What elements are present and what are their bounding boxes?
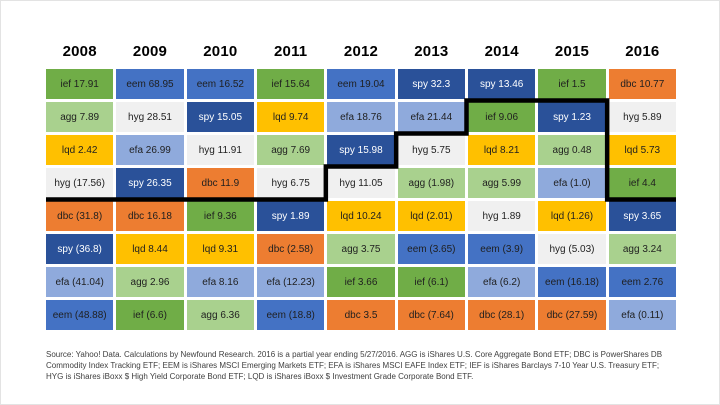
return-cell-2014-hyg: hyg 1.89 (468, 201, 536, 231)
return-cell-2010-spy: spy 15.05 (186, 102, 254, 132)
return-cell-2008-efa: efa (41.04) (46, 267, 114, 297)
return-cell-2016-dbc: dbc 10.77 (608, 69, 676, 99)
return-cell-2009-hyg: hyg 28.51 (116, 102, 184, 132)
return-cell-2011-spy: spy 1.89 (257, 201, 325, 231)
return-cell-2009-eem: eem 68.95 (116, 69, 184, 99)
return-cell-2009-efa: efa 26.99 (116, 135, 184, 165)
return-cell-2011-efa: efa (12.23) (257, 267, 325, 297)
return-cell-2010-hyg: hyg 11.91 (186, 135, 254, 165)
returns-grid: ief 17.91 eem 68.95 eem 16.52 ief 15.64 eem … (46, 69, 676, 330)
year-header-2012: 2012 (343, 43, 379, 60)
return-cell-2016-ief: ief 4.4 (608, 168, 676, 198)
return-cell-2014-lqd: lqd 8.21 (468, 135, 536, 165)
return-cell-2010-agg: agg 6.36 (186, 300, 254, 330)
return-cell-2010-ief: ief 9.36 (186, 201, 254, 231)
year-header-2008: 2008 (62, 43, 97, 60)
return-cell-2014-spy: spy 13.46 (468, 69, 536, 99)
return-cell-2012-eem: eem 19.04 (327, 69, 395, 99)
return-cell-2008-agg: agg 7.89 (46, 102, 114, 132)
year-header-2013: 2013 (414, 43, 449, 60)
return-cell-2008-lqd: lqd 2.42 (46, 135, 114, 165)
return-cell-2010-efa: efa 8.16 (186, 267, 254, 297)
return-cell-2016-spy: spy 3.65 (608, 201, 676, 231)
grid-wrap: ief 17.91 eem 68.95 eem 16.52 ief 15.64 eem … (46, 69, 676, 330)
return-cell-2008-eem: eem (48.88) (46, 300, 114, 330)
year-header-2016: 2016 (625, 43, 660, 60)
return-cell-2013-efa: efa 21.44 (397, 102, 465, 132)
return-cell-2016-agg: agg 3.24 (608, 234, 676, 264)
return-cell-2012-spy: spy 15.98 (327, 135, 395, 165)
return-cell-2013-spy: spy 32.3 (397, 69, 465, 99)
return-cell-2008-spy: spy (36.8) (46, 234, 114, 264)
return-cell-2008-hyg: hyg (17.56) (46, 168, 114, 198)
return-cell-2016-hyg: hyg 5.89 (608, 102, 676, 132)
return-cell-2015-spy: spy 1.23 (538, 102, 606, 132)
year-header-2011: 2011 (273, 43, 308, 60)
return-cell-2016-efa: efa (0.11) (608, 300, 676, 330)
return-cell-2009-lqd: lqd 8.44 (116, 234, 184, 264)
return-cell-2015-eem: eem (16.18) (538, 267, 606, 297)
return-cell-2015-hyg: hyg (5.03) (538, 234, 606, 264)
return-cell-2012-agg: agg 3.75 (327, 234, 395, 264)
return-cell-2011-hyg: hyg 6.75 (257, 168, 325, 198)
return-cell-2008-ief: ief 17.91 (46, 69, 114, 99)
return-cell-2011-lqd: lqd 9.74 (257, 102, 325, 132)
return-cell-2012-lqd: lqd 10.24 (327, 201, 395, 231)
return-cell-2013-hyg: hyg 5.75 (397, 135, 465, 165)
return-cell-2015-lqd: lqd (1.26) (538, 201, 606, 231)
return-cell-2014-efa: efa (6.2) (468, 267, 536, 297)
return-cell-2013-agg: agg (1.98) (397, 168, 465, 198)
years-row: 2008 2009 2010 2011 2012 2013 2014 2015 2016 (46, 43, 676, 60)
return-cell-2009-agg: agg 2.96 (116, 267, 184, 297)
return-cell-2012-ief: ief 3.66 (327, 267, 395, 297)
return-cell-2010-lqd: lqd 9.31 (186, 234, 254, 264)
return-cell-2011-eem: eem (18.8) (257, 300, 325, 330)
table-wrap: 2008 2009 2010 2011 2012 2013 2014 2015 2016 ief… (46, 43, 676, 330)
return-cell-2015-dbc: dbc (27.59) (538, 300, 606, 330)
return-cell-2014-dbc: dbc (28.1) (468, 300, 536, 330)
return-cell-2015-ief: ief 1.5 (538, 69, 606, 99)
return-cell-2012-dbc: dbc 3.5 (327, 300, 395, 330)
return-cell-2008-dbc: dbc (31.8) (46, 201, 114, 231)
return-cell-2009-spy: spy 26.35 (116, 168, 184, 198)
return-cell-2010-dbc: dbc 11.9 (186, 168, 254, 198)
return-cell-2012-hyg: hyg 11.05 (327, 168, 395, 198)
return-cell-2015-efa: efa (1.0) (538, 168, 606, 198)
return-cell-2013-eem: eem (3.65) (397, 234, 465, 264)
return-cell-2015-agg: agg 0.48 (538, 135, 606, 165)
return-cell-2016-eem: eem 2.76 (608, 267, 676, 297)
year-header-2009: 2009 (132, 43, 168, 60)
return-cell-2009-ief: ief (6.6) (116, 300, 184, 330)
year-header-2015: 2015 (554, 43, 590, 60)
return-cell-2009-dbc: dbc 16.18 (116, 201, 184, 231)
return-cell-2010-eem: eem 16.52 (186, 69, 254, 99)
return-cell-2016-lqd: lqd 5.73 (608, 135, 676, 165)
return-cell-2014-ief: ief 9.06 (468, 102, 536, 132)
return-cell-2011-ief: ief 15.64 (257, 69, 325, 99)
return-cell-2013-ief: ief (6.1) (397, 267, 465, 297)
year-header-2010: 2010 (203, 43, 238, 60)
return-cell-2011-agg: agg 7.69 (257, 135, 325, 165)
return-cell-2013-lqd: lqd (2.01) (397, 201, 465, 231)
year-header-2014: 2014 (484, 43, 519, 60)
return-cell-2014-eem: eem (3.9) (468, 234, 536, 264)
return-cell-2014-agg: agg 5.99 (468, 168, 536, 198)
source-footnote: Source: Yahoo! Data. Calculations by New… (46, 350, 663, 381)
return-cell-2011-dbc: dbc (2.58) (257, 234, 325, 264)
return-cell-2012-efa: efa 18.76 (327, 102, 395, 132)
return-cell-2013-dbc: dbc (7.64) (397, 300, 465, 330)
